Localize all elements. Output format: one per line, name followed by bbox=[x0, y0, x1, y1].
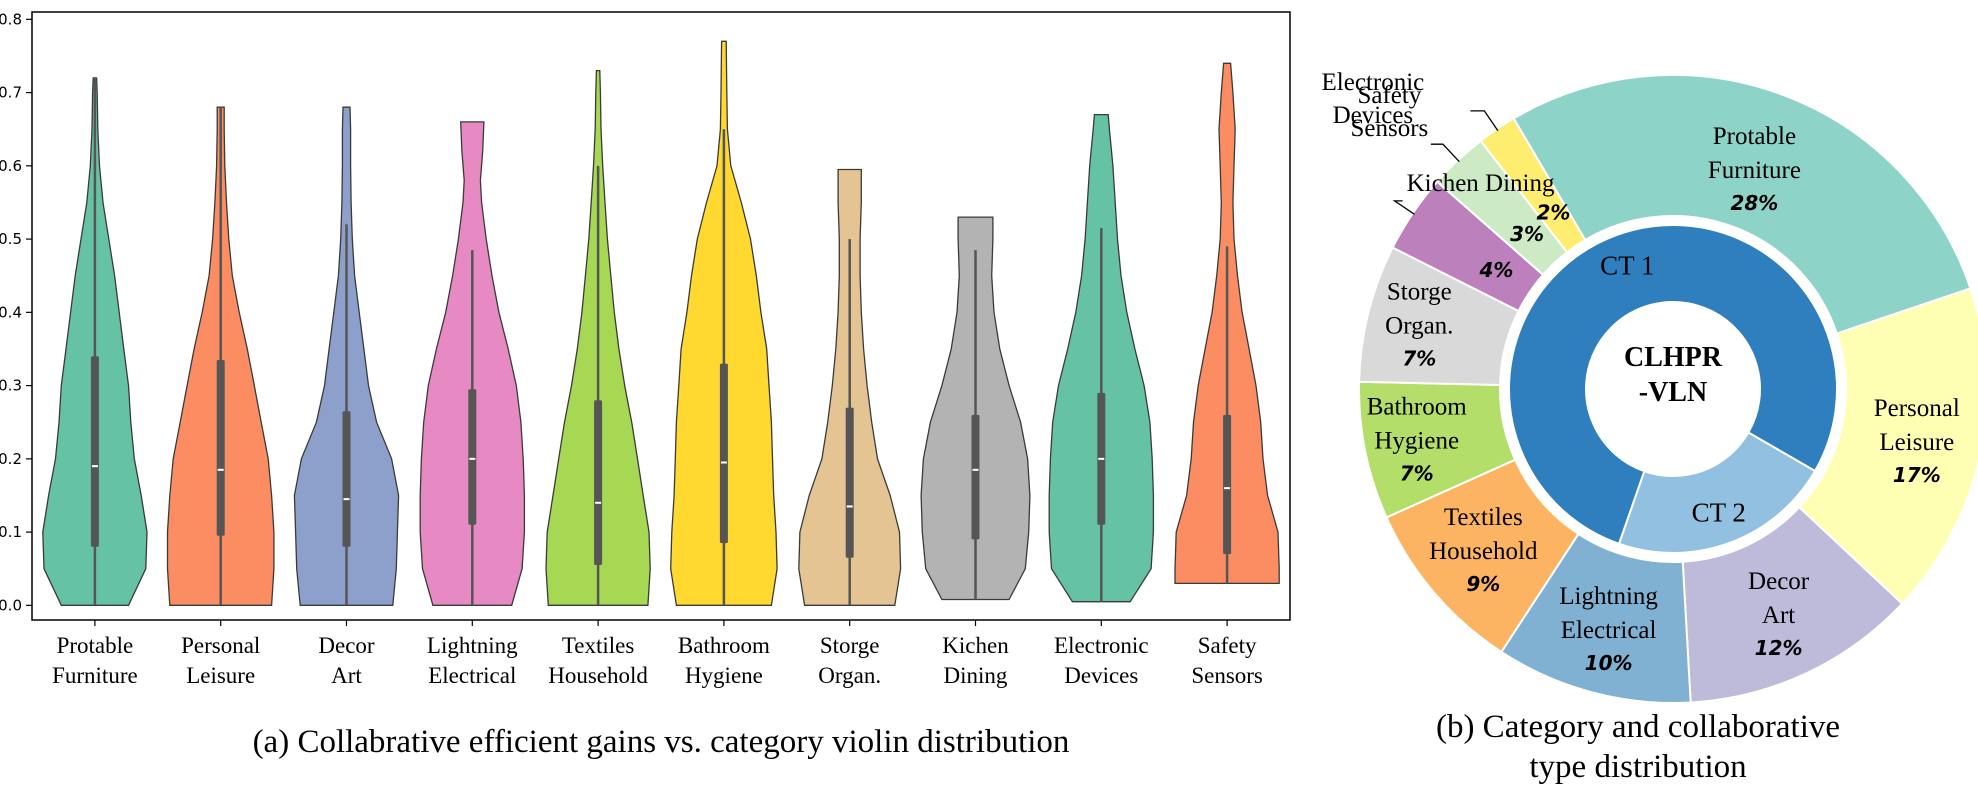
y-tick-label: 0.3 bbox=[0, 377, 22, 395]
x-category-label: Textiles bbox=[562, 633, 635, 658]
outer-ring-label: Household bbox=[1429, 538, 1538, 565]
outer-ring-percent: 17% bbox=[1893, 463, 1941, 487]
outer-ring-label: Bathroom bbox=[1367, 394, 1468, 421]
outer-ring-percent: 9% bbox=[1466, 572, 1500, 596]
x-category-label: Protable bbox=[57, 633, 134, 658]
violin-iqr-box bbox=[845, 407, 854, 558]
outer-ring-percent: 4% bbox=[1479, 258, 1514, 282]
outer-ring-percent: 7% bbox=[1402, 347, 1436, 371]
outer-ring-label: Art bbox=[1762, 602, 1795, 629]
inner-ring-label: CT 1 bbox=[1600, 251, 1654, 281]
donut-caption-line-2: type distribution bbox=[1529, 749, 1746, 785]
center-label-line-2: -VLN bbox=[1639, 377, 1707, 408]
outer-ring-percent: 10% bbox=[1585, 651, 1633, 675]
outer-ring-label: Safety bbox=[1357, 82, 1421, 109]
outer-ring-label: Lightning bbox=[1559, 583, 1658, 610]
outer-ring-label: Protable bbox=[1713, 123, 1796, 150]
outer-ring-slice bbox=[1358, 246, 1520, 387]
outer-ring-label: Personal bbox=[1874, 395, 1960, 422]
x-category-label: Hygiene bbox=[685, 663, 763, 688]
x-category-label: Kichen bbox=[942, 633, 1009, 658]
x-category-label: Dining bbox=[944, 663, 1008, 688]
x-category-label: Leisure bbox=[186, 663, 255, 688]
outer-ring-label: Kichen Dining bbox=[1407, 170, 1555, 197]
violin-x-axis: Protable Furniture Personal Leisure Decor Art… bbox=[52, 620, 1263, 688]
violin-y-axis: 0.0 0.1 0.2 0.3 0.4 0.5 0.6 0.7 0.8 bbox=[0, 10, 32, 614]
outer-ring-label: Decor bbox=[1748, 568, 1810, 595]
donut-hole bbox=[1586, 302, 1760, 476]
donut-caption-line-1: (b) Category and collaborative bbox=[1436, 709, 1840, 745]
center-label-line-1: CLHPR bbox=[1624, 342, 1723, 373]
outer-ring-slice bbox=[1797, 287, 1978, 606]
outer-ring-label: Leisure bbox=[1879, 429, 1954, 456]
outer-ring-percent: 3% bbox=[1510, 222, 1544, 246]
violin-iqr-box bbox=[468, 389, 477, 525]
x-category-label: Lightning bbox=[427, 633, 518, 658]
violin-iqr-box bbox=[216, 359, 225, 536]
x-category-label: Safety bbox=[1198, 633, 1257, 658]
violin-bodies bbox=[42, 40, 1280, 606]
y-tick-label: 0.0 bbox=[0, 596, 22, 614]
violin-iqr-box bbox=[1223, 414, 1232, 555]
violin-iqr-box bbox=[719, 363, 728, 544]
y-tick-label: 0.1 bbox=[0, 523, 22, 541]
y-tick-label: 0.4 bbox=[0, 303, 22, 321]
outer-ring-label: Storge bbox=[1387, 279, 1452, 306]
outer-ring-percent: 2% bbox=[1537, 201, 1571, 225]
outer-ring-slice bbox=[1385, 458, 1580, 654]
x-category-label: Furniture bbox=[52, 663, 138, 688]
violin-chart: 0.0 0.1 0.2 0.3 0.4 0.5 0.6 0.7 0.8 Protable Furn… bbox=[0, 10, 1291, 760]
violin-iqr-box bbox=[342, 411, 351, 547]
outer-ring-slice bbox=[1479, 117, 1587, 254]
outer-ring-label: Electronic bbox=[1322, 69, 1425, 96]
x-category-label: Storge bbox=[820, 633, 880, 658]
violin-caption: (a) Collabrative efficient gains vs. cat… bbox=[253, 724, 1070, 760]
x-category-label: Art bbox=[331, 663, 362, 688]
x-category-label: Household bbox=[548, 663, 648, 688]
outer-ring-labels: Protable Furniture 28% Personal Leisure 17% De… bbox=[1322, 69, 1960, 675]
inner-ring-label: CT 2 bbox=[1692, 497, 1746, 527]
y-tick-label: 0.6 bbox=[0, 157, 22, 175]
outer-ring-label: Electrical bbox=[1561, 617, 1657, 644]
x-category-label: Organ. bbox=[818, 663, 881, 688]
leader-line bbox=[1470, 110, 1499, 132]
outer-ring-slice bbox=[1391, 180, 1545, 313]
y-tick-label: 0.7 bbox=[0, 84, 22, 102]
violin-iqr-box bbox=[971, 414, 980, 540]
x-category-label: Electrical bbox=[428, 663, 516, 688]
y-tick-label: 0.8 bbox=[0, 10, 22, 28]
violin-iqr-box bbox=[594, 400, 603, 566]
y-tick-label: 0.5 bbox=[0, 230, 22, 248]
outer-ring-label: Hygiene bbox=[1374, 428, 1459, 455]
outer-ring-slice bbox=[1499, 532, 1692, 704]
outer-ring-percent: 7% bbox=[1400, 462, 1434, 486]
outer-ring-slice bbox=[1681, 505, 1904, 704]
outer-ring-percent: 28% bbox=[1730, 191, 1778, 215]
leader-line bbox=[1430, 143, 1460, 163]
x-category-label: Decor bbox=[318, 633, 375, 658]
inner-ring-slices: CT 1 CT 2 bbox=[1508, 224, 1838, 554]
outer-ring-label: Organ. bbox=[1385, 313, 1453, 340]
x-category-label: Electronic bbox=[1054, 633, 1149, 658]
leader-line bbox=[1392, 200, 1415, 215]
outer-ring-label: Devices bbox=[1333, 102, 1414, 129]
outer-ring-percent: 12% bbox=[1755, 636, 1803, 660]
outer-ring-slice bbox=[1435, 139, 1569, 277]
outer-ring-label: Furniture bbox=[1708, 157, 1801, 184]
violin-plot-frame bbox=[31, 11, 1291, 621]
outer-ring-label: Sensors bbox=[1351, 115, 1429, 142]
outer-ring-label: Textiles bbox=[1444, 504, 1523, 531]
x-category-label: Bathroom bbox=[678, 633, 770, 658]
outer-ring-slice bbox=[1358, 380, 1517, 519]
x-category-label: Sensors bbox=[1191, 663, 1263, 688]
y-tick-label: 0.2 bbox=[0, 450, 22, 468]
donut-chart: CT 1 CT 2 Protable Furniture 28% Personal Lei… bbox=[1322, 69, 1978, 785]
violin-iqr-box bbox=[90, 356, 99, 547]
x-category-label: Devices bbox=[1064, 663, 1138, 688]
x-category-label: Personal bbox=[181, 633, 260, 658]
outer-ring-slice bbox=[1512, 74, 1972, 335]
outer-ring-slices bbox=[1358, 74, 1978, 704]
